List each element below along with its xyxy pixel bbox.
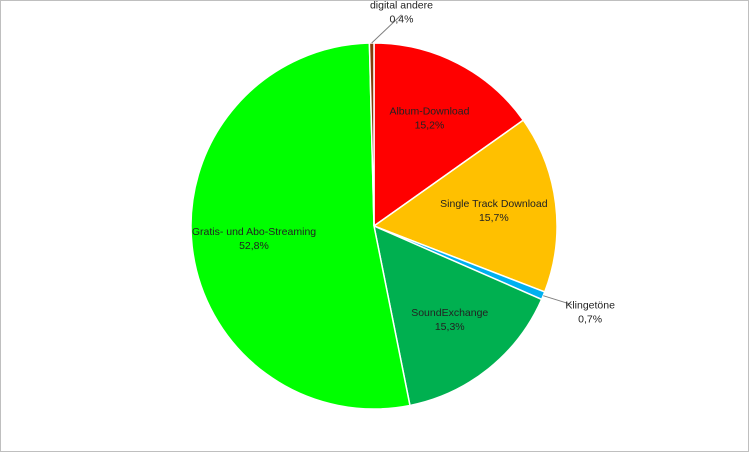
slice-label: Klingetöne — [565, 299, 615, 311]
pie-slice — [372, 224, 543, 407]
pie-slice — [190, 42, 411, 410]
slice-label: Album-Download — [389, 105, 469, 117]
slice-value-label: 15,2% — [415, 119, 445, 131]
slice-value-label: 15,7% — [479, 212, 509, 224]
slice-value-label: 0,4% — [390, 13, 414, 25]
slice-label: SoundExchange — [411, 307, 488, 319]
slice-value-label: 15,3% — [435, 321, 465, 333]
pie-slice — [373, 42, 525, 228]
slice-label: Single Track Download — [440, 198, 548, 210]
slice-label: digital andere — [370, 0, 433, 11]
leader-line — [543, 295, 573, 306]
slice-value-label: 0,7% — [578, 313, 602, 325]
slice-label: Gratis- und Abo-Streaming — [192, 226, 316, 238]
slice-value-label: 52,8% — [239, 240, 269, 252]
leader-line — [371, 14, 402, 44]
pie-slice — [372, 119, 558, 293]
